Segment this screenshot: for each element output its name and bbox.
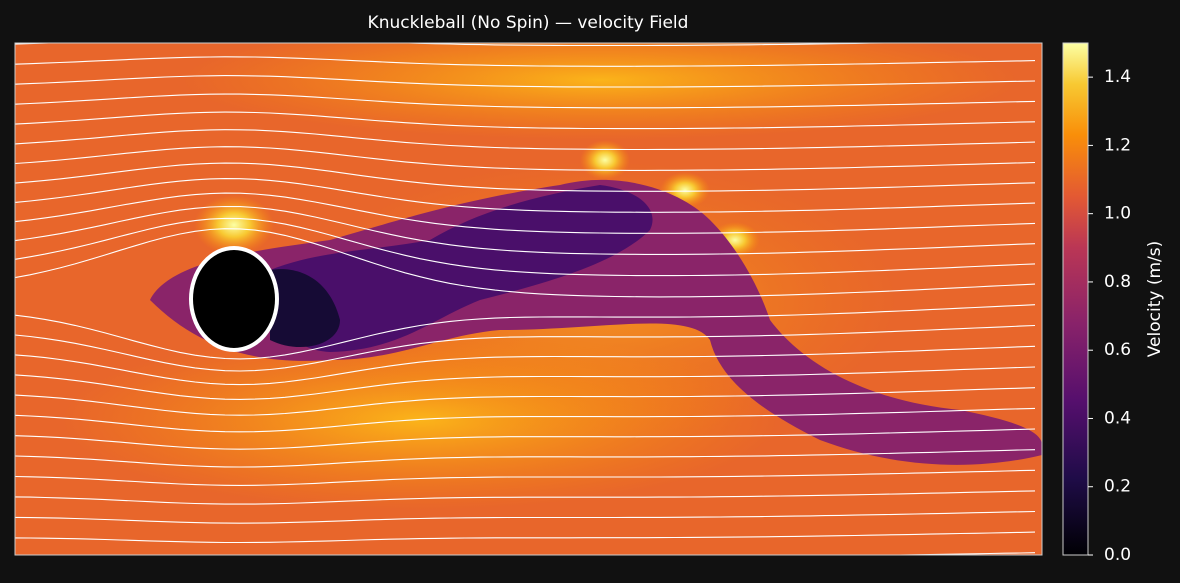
streamline (15, 407, 1036, 433)
chart-title: Knuckleball (No Spin) — velocity Field (368, 13, 689, 33)
streamline (15, 111, 1036, 130)
streamline (15, 178, 1036, 213)
streamlines (15, 43, 1036, 555)
streamline (15, 366, 1036, 400)
streamline (15, 228, 1036, 298)
streamline (15, 345, 1036, 386)
streamline (15, 93, 1036, 109)
colorbar (1062, 42, 1089, 556)
ball (189, 246, 279, 352)
streamline (15, 75, 1036, 88)
colorbar-tick-label: 0.0 (1104, 545, 1131, 565)
streamline (15, 449, 1036, 468)
colorbar-tick-label: 1.0 (1104, 204, 1131, 224)
colorbar-tick-label: 0.6 (1104, 340, 1131, 360)
streamline (15, 56, 1036, 67)
colorbar-tick-label: 0.4 (1104, 408, 1131, 428)
colorbar-label: Velocity (m/s) (1145, 241, 1165, 358)
plot-frame (14, 42, 1043, 556)
streamline (15, 146, 1036, 171)
streamline (15, 162, 1036, 192)
streamline (15, 428, 1036, 450)
streamline (15, 129, 1036, 151)
colorbar-tick-label: 1.2 (1104, 135, 1131, 155)
streamline (15, 324, 1036, 372)
streamline (15, 217, 1036, 277)
streamline (15, 387, 1036, 416)
colorbar-tick-label: 0.8 (1104, 272, 1131, 292)
streamline (15, 192, 1036, 234)
streamline (15, 205, 1036, 255)
streamline (15, 490, 1036, 505)
colorbar-tick-label: 0.2 (1104, 477, 1131, 497)
streamline (15, 304, 1036, 360)
streamline (15, 510, 1036, 524)
streamline (15, 469, 1036, 486)
colorbar-tick-label: 1.4 (1104, 67, 1131, 87)
field (15, 43, 1042, 555)
streamline (15, 531, 1036, 544)
